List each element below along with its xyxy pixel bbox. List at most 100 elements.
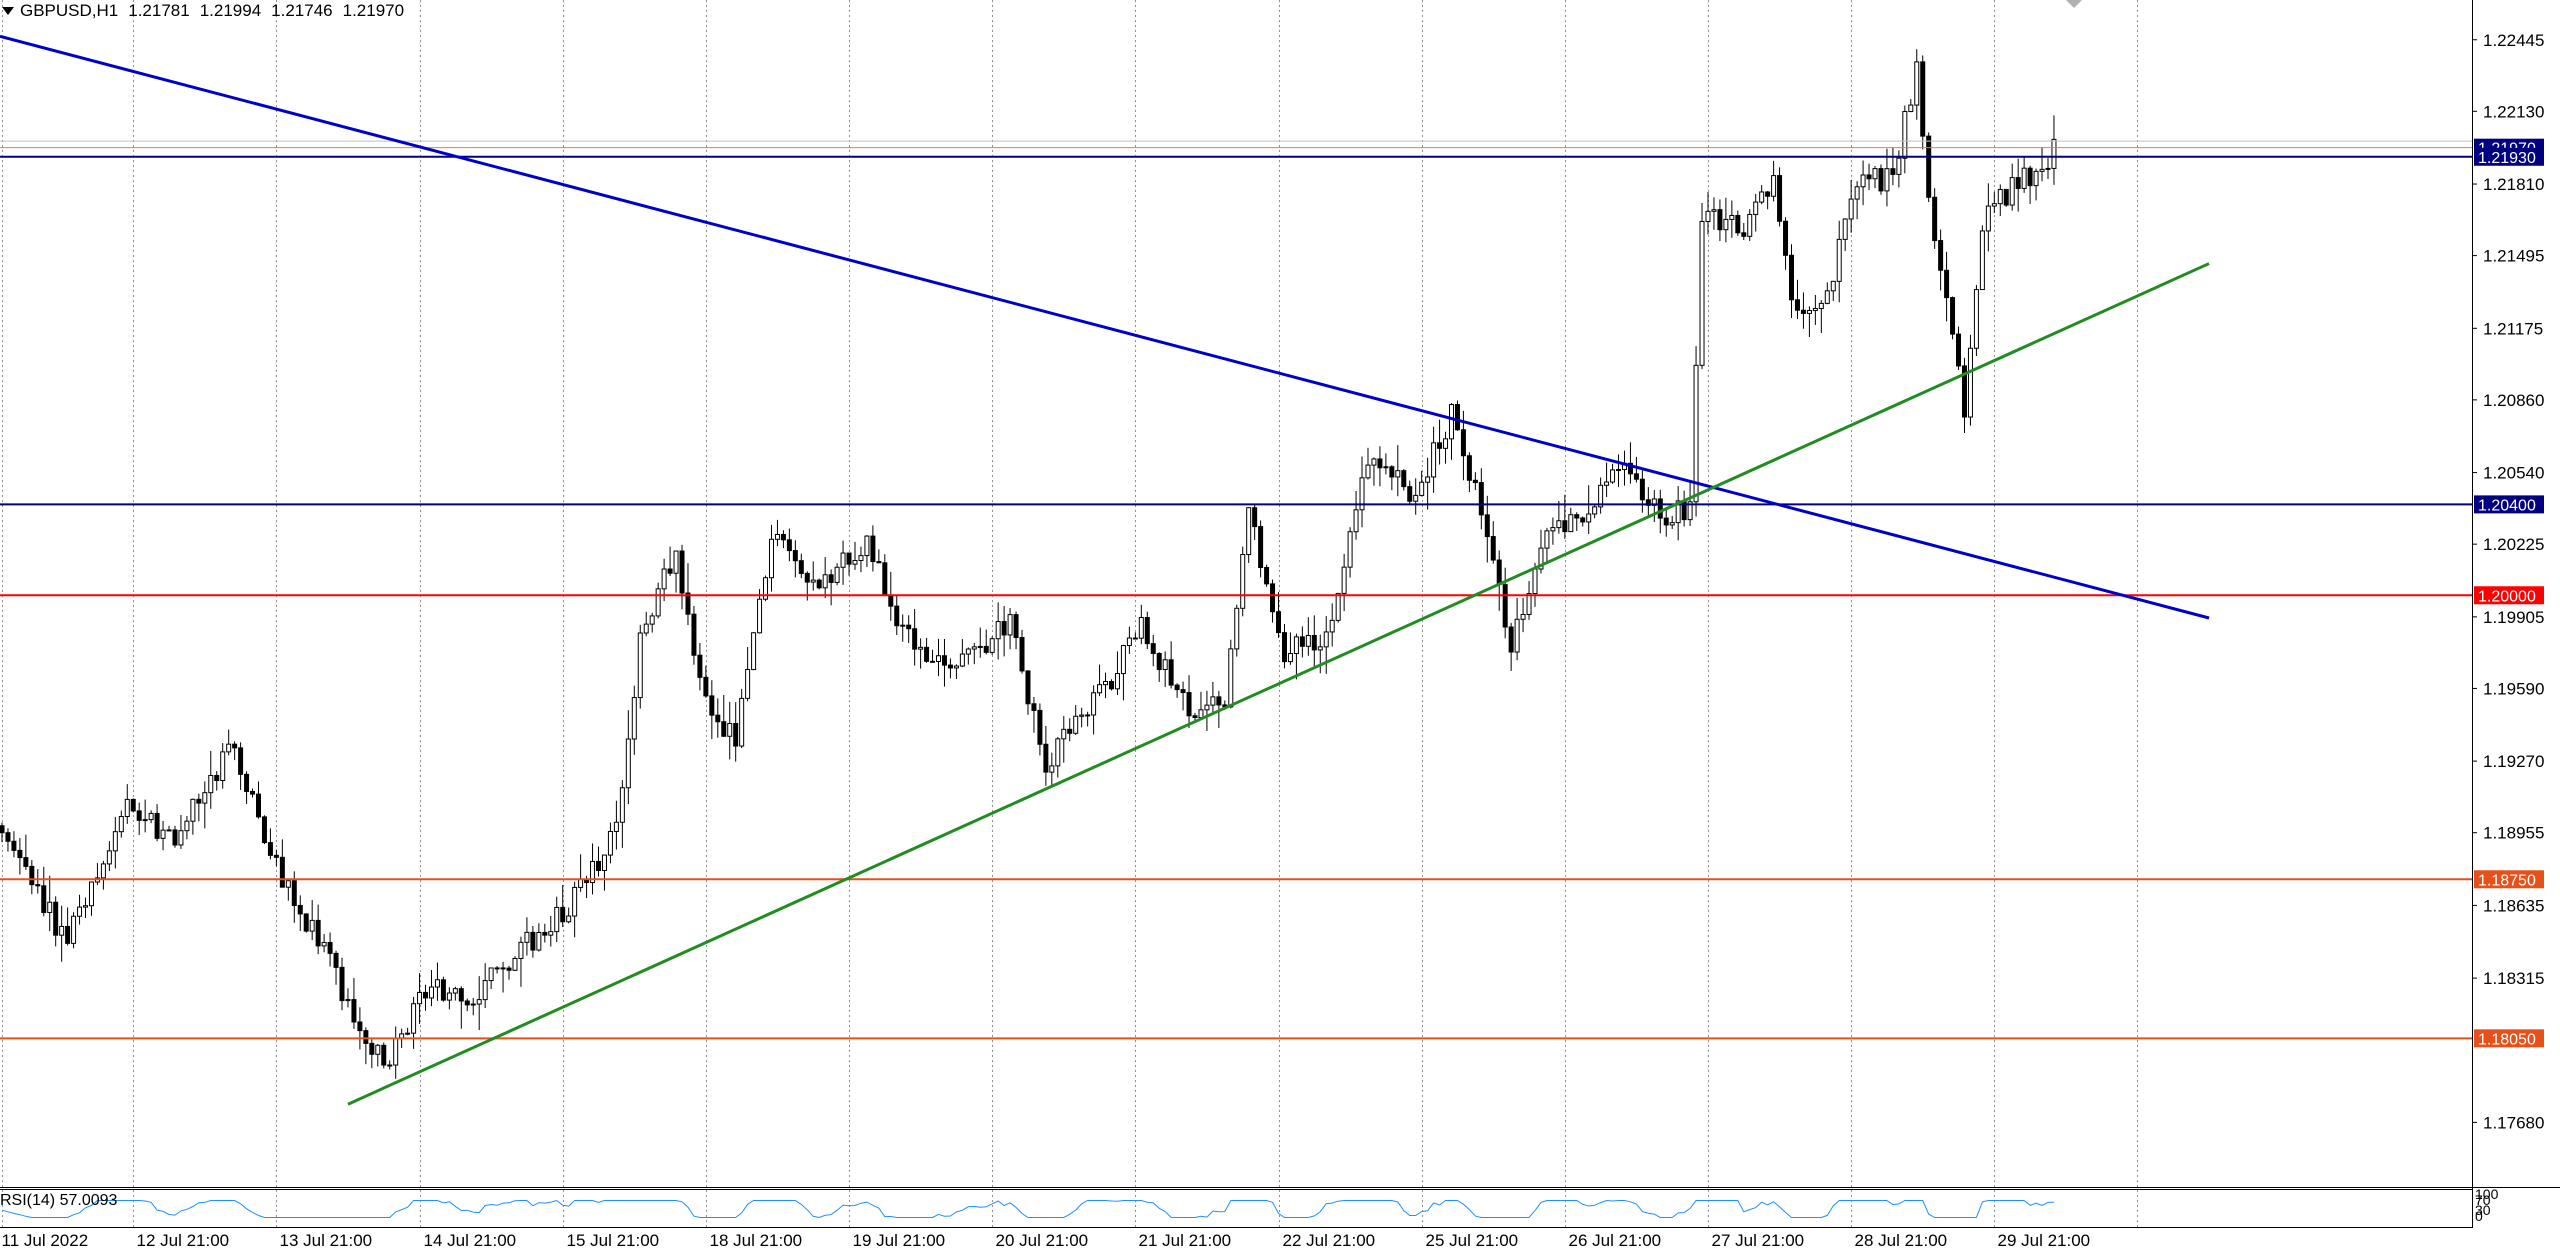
bull-candle — [1079, 714, 1085, 717]
bull-candle — [965, 648, 971, 655]
bear-candle — [721, 721, 727, 737]
bull-candle — [810, 579, 816, 583]
bear-candle — [894, 605, 900, 627]
bull-candle — [822, 574, 828, 589]
bear-candle — [691, 613, 697, 656]
bull-candle — [739, 697, 745, 747]
bear-candle — [542, 931, 548, 936]
up-trend-line[interactable] — [347, 262, 2210, 1106]
close-value: 1.21970 — [342, 1, 405, 20]
low-value: 1.21746 — [271, 1, 333, 20]
bear-candle — [1783, 220, 1789, 256]
bull-candle — [1985, 205, 1991, 232]
bear-candle — [232, 743, 238, 749]
bear-candle — [1186, 692, 1192, 717]
bull-candle — [1836, 238, 1842, 282]
bull-candle — [1991, 203, 1997, 207]
bull-candle — [1896, 157, 1902, 175]
bull-candle — [285, 880, 291, 888]
bull-candle — [572, 886, 578, 917]
bull-candle — [989, 638, 995, 653]
bull-candle — [1293, 636, 1299, 655]
bull-candle — [1884, 168, 1890, 192]
bull-candle — [1848, 198, 1854, 220]
bear-candle — [1944, 269, 1950, 299]
bear-candle — [1025, 670, 1031, 705]
bear-candle — [1800, 309, 1806, 314]
bull-candle — [1616, 469, 1622, 472]
y-tick-label: 1.20860 — [2483, 391, 2544, 410]
bull-candle — [226, 743, 232, 753]
bull-candle — [637, 632, 643, 699]
bear-candle — [685, 592, 691, 615]
bull-candle — [1902, 111, 1908, 159]
bear-candle — [876, 561, 882, 564]
bull-candle — [488, 967, 494, 982]
bull-candle — [1061, 728, 1067, 740]
bear-candle — [506, 967, 512, 971]
bull-candle — [1287, 653, 1293, 663]
price-label-text: 1.21930 — [2478, 150, 2536, 167]
bull-candle — [1007, 614, 1013, 636]
bear-candle — [828, 574, 834, 583]
down-trend-line[interactable] — [0, 34, 2210, 620]
bull-candle — [124, 798, 130, 818]
bull-candle — [1556, 520, 1562, 529]
bear-candle — [53, 901, 59, 936]
bear-candle — [1466, 455, 1472, 481]
bear-candle — [798, 560, 804, 574]
x-tick-label: 14 Jul 21:00 — [424, 1231, 517, 1250]
bear-candle — [1932, 196, 1938, 242]
bull-candle — [1824, 290, 1830, 304]
bull-candle — [1538, 547, 1544, 570]
bull-candle — [727, 723, 733, 737]
bull-candle — [405, 1032, 411, 1035]
y-tick-label: 1.18635 — [2483, 896, 2544, 915]
bear-candle — [339, 966, 345, 1002]
bear-candle — [560, 906, 566, 923]
bear-candle — [1377, 458, 1383, 469]
bear-candle — [1192, 715, 1198, 719]
bull-candle — [1514, 618, 1520, 653]
x-tick-label: 11 Jul 2022 — [2, 1231, 89, 1250]
bull-candle — [1335, 592, 1341, 621]
bear-candle — [1043, 743, 1049, 773]
bull-candle — [661, 568, 667, 590]
bear-candle — [291, 880, 297, 906]
bull-candle — [71, 915, 77, 944]
bear-candle — [1502, 584, 1508, 628]
bear-candle — [23, 857, 29, 867]
bear-candle — [679, 550, 685, 594]
dropdown-triangle-icon[interactable] — [2, 7, 14, 15]
rsi-level-label: 30 — [2475, 1202, 2491, 1218]
bear-candle — [11, 840, 17, 851]
bear-candle — [930, 660, 936, 663]
bull-candle — [1860, 174, 1866, 188]
y-tick-label: 1.18315 — [2483, 969, 2544, 988]
bear-candle — [440, 979, 446, 1001]
y-tick-label: 1.20540 — [2483, 464, 2544, 483]
bull-candle — [768, 538, 774, 579]
bear-candle — [780, 533, 786, 541]
bull-candle — [1908, 104, 1914, 113]
bear-candle — [35, 884, 41, 887]
bear-candle — [136, 810, 142, 821]
x-tick-label: 15 Jul 21:00 — [567, 1231, 660, 1250]
bear-candle — [1490, 536, 1496, 561]
bull-candle — [1103, 680, 1109, 686]
y-tick-label: 1.17680 — [2483, 1113, 2544, 1132]
bull-candle — [548, 931, 554, 936]
price-label-text: 1.20000 — [2478, 588, 2536, 605]
bear-candle — [596, 860, 601, 871]
bear-candle — [2003, 188, 2009, 206]
bear-candle — [1920, 61, 1926, 137]
price-label-text: 1.18050 — [2478, 1031, 2536, 1048]
y-tick-label: 1.18955 — [2483, 824, 2544, 843]
chart-shift-marker-icon[interactable] — [2066, 0, 2082, 8]
bull-candle — [1114, 673, 1120, 690]
x-tick-label: 26 Jul 21:00 — [1569, 1231, 1662, 1250]
bull-candle — [607, 830, 613, 856]
drawn-lines — [0, 34, 2472, 1106]
